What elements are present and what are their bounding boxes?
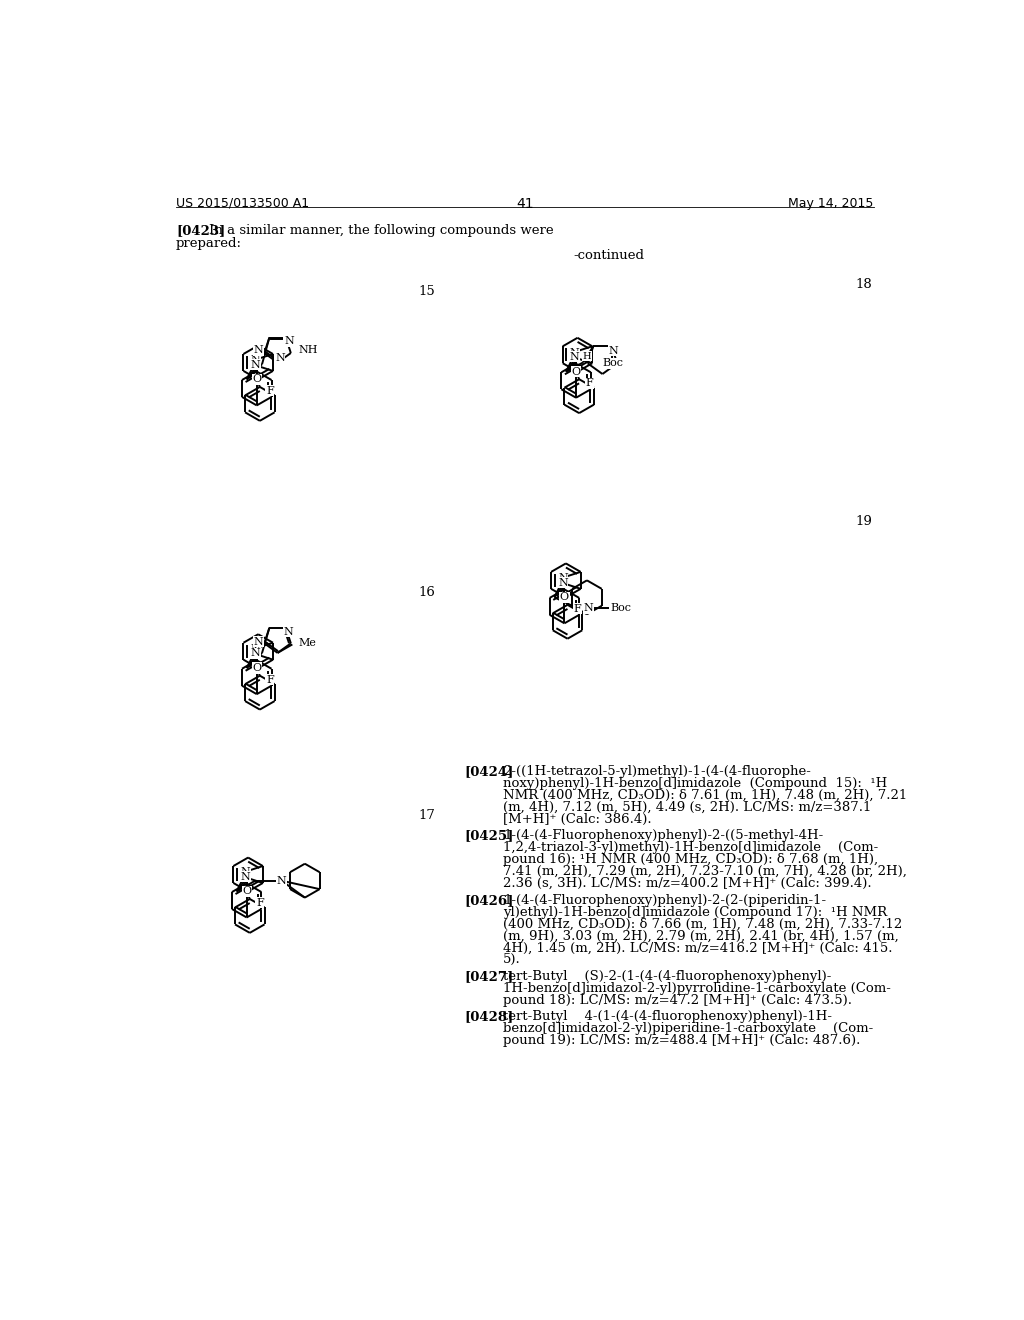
Text: N: N [569, 347, 580, 358]
Text: Boc: Boc [610, 603, 631, 612]
Text: In a similar manner, the following compounds were: In a similar manner, the following compo… [209, 224, 554, 236]
Text: 1-(4-(4-Fluorophenoxy)phenyl)-2-((5-methyl-4H-: 1-(4-(4-Fluorophenoxy)phenyl)-2-((5-meth… [503, 829, 823, 842]
Text: pound 19): LC/MS: m/z=488.4 [M+H]⁺ (Calc: 487.6).: pound 19): LC/MS: m/z=488.4 [M+H]⁺ (Calc… [503, 1035, 860, 1047]
Text: 5).: 5). [503, 953, 521, 966]
Text: N: N [250, 644, 260, 653]
Text: NH: NH [299, 639, 318, 648]
Text: (m, 9H), 3.03 (m, 2H), 2.79 (m, 2H), 2.41 (br, 4H), 1.57 (m,: (m, 9H), 3.03 (m, 2H), 2.79 (m, 2H), 2.4… [503, 929, 899, 942]
Text: tert-Butyl    (S)-2-(1-(4-(4-fluorophenoxy)phenyl)-: tert-Butyl (S)-2-(1-(4-(4-fluorophenoxy)… [503, 970, 831, 983]
Text: [0423]: [0423] [176, 224, 225, 236]
Text: Boc: Boc [602, 358, 624, 368]
Text: H: H [583, 352, 591, 360]
Text: 2-((1H-tetrazol-5-yl)methyl)-1-(4-(4-fluorophe-: 2-((1H-tetrazol-5-yl)methyl)-1-(4-(4-flu… [503, 766, 811, 779]
Text: N: N [253, 345, 263, 355]
Text: 1-(4-(4-Fluorophenoxy)phenyl)-2-(2-(piperidin-1-: 1-(4-(4-Fluorophenoxy)phenyl)-2-(2-(pipe… [503, 894, 826, 907]
Text: N: N [584, 603, 593, 612]
Text: NMR (400 MHz, CD₃OD): δ 7.61 (m, 1H), 7.48 (m, 2H), 7.21: NMR (400 MHz, CD₃OD): δ 7.61 (m, 1H), 7.… [503, 789, 907, 803]
Text: F: F [586, 378, 593, 388]
Text: N: N [608, 346, 618, 356]
Text: benzo[d]imidazol-2-yl)piperidine-1-carboxylate    (Com-: benzo[d]imidazol-2-yl)piperidine-1-carbo… [503, 1022, 873, 1035]
Text: US 2015/0133500 A1: US 2015/0133500 A1 [176, 197, 309, 210]
Text: N: N [569, 352, 580, 362]
Text: N: N [250, 355, 260, 366]
Text: O: O [252, 375, 261, 384]
Text: (400 MHz, CD₃OD): δ 7.66 (m, 1H), 7.48 (m, 2H), 7.33-7.12: (400 MHz, CD₃OD): δ 7.66 (m, 1H), 7.48 (… [503, 917, 902, 931]
Text: Me: Me [299, 638, 316, 648]
Text: NH: NH [299, 345, 318, 355]
Text: N: N [250, 648, 260, 659]
Text: O: O [571, 367, 581, 376]
Text: N: N [241, 867, 250, 878]
Text: N: N [558, 578, 567, 587]
Text: [0428]: [0428] [464, 1010, 514, 1023]
Text: 7.41 (m, 2H), 7.29 (m, 2H), 7.23-7.10 (m, 7H), 4.28 (br, 2H),: 7.41 (m, 2H), 7.29 (m, 2H), 7.23-7.10 (m… [503, 866, 907, 878]
Text: O: O [242, 886, 251, 896]
Text: N: N [284, 337, 294, 346]
Text: [0426]: [0426] [464, 894, 514, 907]
Text: 4H), 1.45 (m, 2H). LC/MS: m/z=416.2 [M+H]⁺ (Calc: 415.: 4H), 1.45 (m, 2H). LC/MS: m/z=416.2 [M+H… [503, 941, 893, 954]
Text: 15: 15 [419, 285, 435, 298]
Text: N: N [275, 352, 285, 363]
Text: F: F [266, 385, 273, 396]
Text: N: N [253, 636, 263, 647]
Text: tert-Butyl    4-(1-(4-(4-fluorophenoxy)phenyl)-1H-: tert-Butyl 4-(1-(4-(4-fluorophenoxy)phen… [503, 1010, 833, 1023]
Text: N: N [250, 359, 260, 370]
Text: N: N [276, 875, 287, 886]
Text: yl)ethyl)-1H-benzo[d]imidazole (Compound 17):  ¹H NMR: yl)ethyl)-1H-benzo[d]imidazole (Compound… [503, 906, 887, 919]
Text: O: O [560, 593, 569, 602]
Text: O: O [252, 663, 261, 673]
Text: [0427]: [0427] [464, 970, 514, 983]
Text: [M+H]⁺ (Calc: 386.4).: [M+H]⁺ (Calc: 386.4). [503, 813, 651, 826]
Text: prepared:: prepared: [176, 238, 242, 249]
Text: [0424]: [0424] [464, 766, 514, 779]
Text: 19: 19 [855, 515, 872, 528]
Text: N: N [558, 573, 567, 583]
Text: [0425]: [0425] [464, 829, 514, 842]
Text: N: N [241, 871, 250, 882]
Text: pound 16): ¹H NMR (400 MHz, CD₃OD): δ 7.68 (m, 1H),: pound 16): ¹H NMR (400 MHz, CD₃OD): δ 7.… [503, 853, 879, 866]
Text: F: F [573, 603, 582, 614]
Text: 17: 17 [419, 809, 435, 822]
Text: -continued: -continued [573, 249, 644, 263]
Text: 1H-benzo[d]imidazol-2-yl)pyrrolidine-1-carboxylate (Com-: 1H-benzo[d]imidazol-2-yl)pyrrolidine-1-c… [503, 982, 891, 995]
Text: F: F [256, 898, 264, 908]
Text: N: N [284, 627, 293, 636]
Text: 41: 41 [516, 197, 534, 211]
Text: 2.36 (s, 3H). LC/MS: m/z=400.2 [M+H]⁺ (Calc: 399.4).: 2.36 (s, 3H). LC/MS: m/z=400.2 [M+H]⁺ (C… [503, 878, 871, 890]
Text: pound 18): LC/MS: m/z=47.2 [M+H]⁺ (Calc: 473.5).: pound 18): LC/MS: m/z=47.2 [M+H]⁺ (Calc:… [503, 994, 852, 1007]
Text: 18: 18 [855, 277, 872, 290]
Text: F: F [266, 675, 273, 685]
Text: 16: 16 [419, 586, 435, 599]
Text: 1,2,4-triazol-3-yl)methyl)-1H-benzo[d]imidazole    (Com-: 1,2,4-triazol-3-yl)methyl)-1H-benzo[d]im… [503, 841, 879, 854]
Text: noxy)phenyl)-1H-benzo[d]imidazole  (Compound  15):  ¹H: noxy)phenyl)-1H-benzo[d]imidazole (Compo… [503, 777, 888, 791]
Text: (m, 4H), 7.12 (m, 5H), 4.49 (s, 2H). LC/MS: m/z=387.1: (m, 4H), 7.12 (m, 5H), 4.49 (s, 2H). LC/… [503, 801, 871, 814]
Text: May 14, 2015: May 14, 2015 [788, 197, 873, 210]
